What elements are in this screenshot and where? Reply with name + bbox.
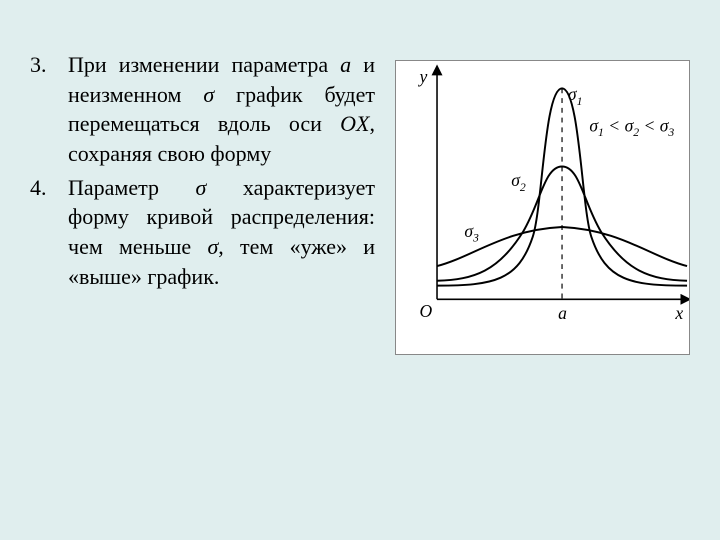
item3-text: При изменении параметра a и неизменном σ… xyxy=(68,52,375,166)
distribution-svg: O x y a σ1 σ2 σ3 σ1 < σ2 < σ3 xyxy=(396,61,689,354)
curve-sigma2 xyxy=(437,166,687,280)
var-a: a xyxy=(340,52,351,77)
text-column: При изменении параметра a и неизменном σ… xyxy=(30,50,375,296)
list-item-3: При изменении параметра a и неизменном σ… xyxy=(30,50,375,169)
x-axis-label: x xyxy=(674,303,683,323)
sigma2-label: σ2 xyxy=(511,170,526,194)
page: При изменении параметра a и неизменном σ… xyxy=(0,0,720,540)
item4-text: Параметр σ характеризует форму кривой ра… xyxy=(68,175,375,289)
sigma3-label: σ3 xyxy=(464,221,479,245)
origin-label: O xyxy=(419,301,432,321)
sigma1-label: σ1 xyxy=(568,84,583,108)
numbered-list: При изменении параметра a и неизменном σ… xyxy=(30,50,375,292)
condition-label: σ1 < σ2 < σ3 xyxy=(589,115,674,139)
distribution-figure: O x y a σ1 σ2 σ3 σ1 < σ2 < σ3 xyxy=(395,60,690,355)
t: Параметр xyxy=(68,175,196,200)
a-tick-label: a xyxy=(558,303,567,323)
var-sigma: σ xyxy=(196,175,207,200)
var-sigma: σ xyxy=(207,234,218,259)
list-item-4: Параметр σ характеризует форму кривой ра… xyxy=(30,173,375,292)
axis-ox: OX xyxy=(340,111,369,136)
var-sigma: σ xyxy=(203,82,214,107)
y-axis-label: y xyxy=(417,66,427,86)
t: При изменении параметра xyxy=(68,52,340,77)
